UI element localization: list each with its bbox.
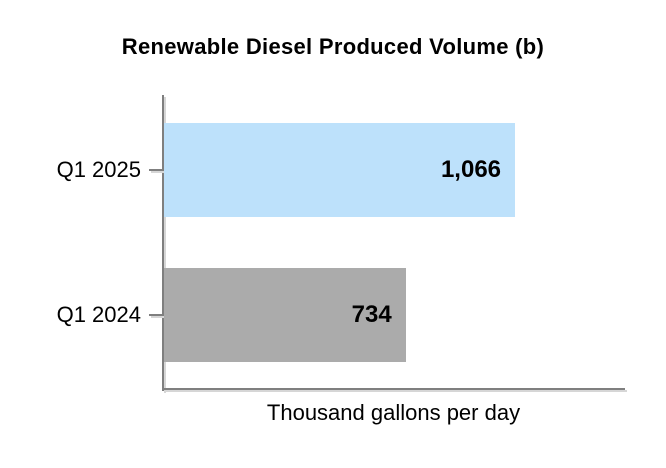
bar-q1-2024: 734 [164,268,406,362]
y-axis-tick-q1-2025 [149,169,162,171]
x-axis-title: Thousand gallons per day [266,400,521,425]
y-axis-line [162,95,164,391]
plot-area: 1,066 734 [163,95,624,389]
bar-q1-2025: 1,066 [164,123,516,217]
category-label-q1-2025: Q1 2025 [56,157,141,182]
category-label-q1-2024: Q1 2024 [56,302,141,327]
bar-value-label-q1-2024: 734 [351,301,392,328]
x-axis-line [162,388,625,390]
chart-title: Renewable Diesel Produced Volume (b) [121,34,545,59]
y-axis-tick-q1-2024 [149,314,162,316]
bar-value-label-q1-2025: 1,066 [440,156,502,183]
